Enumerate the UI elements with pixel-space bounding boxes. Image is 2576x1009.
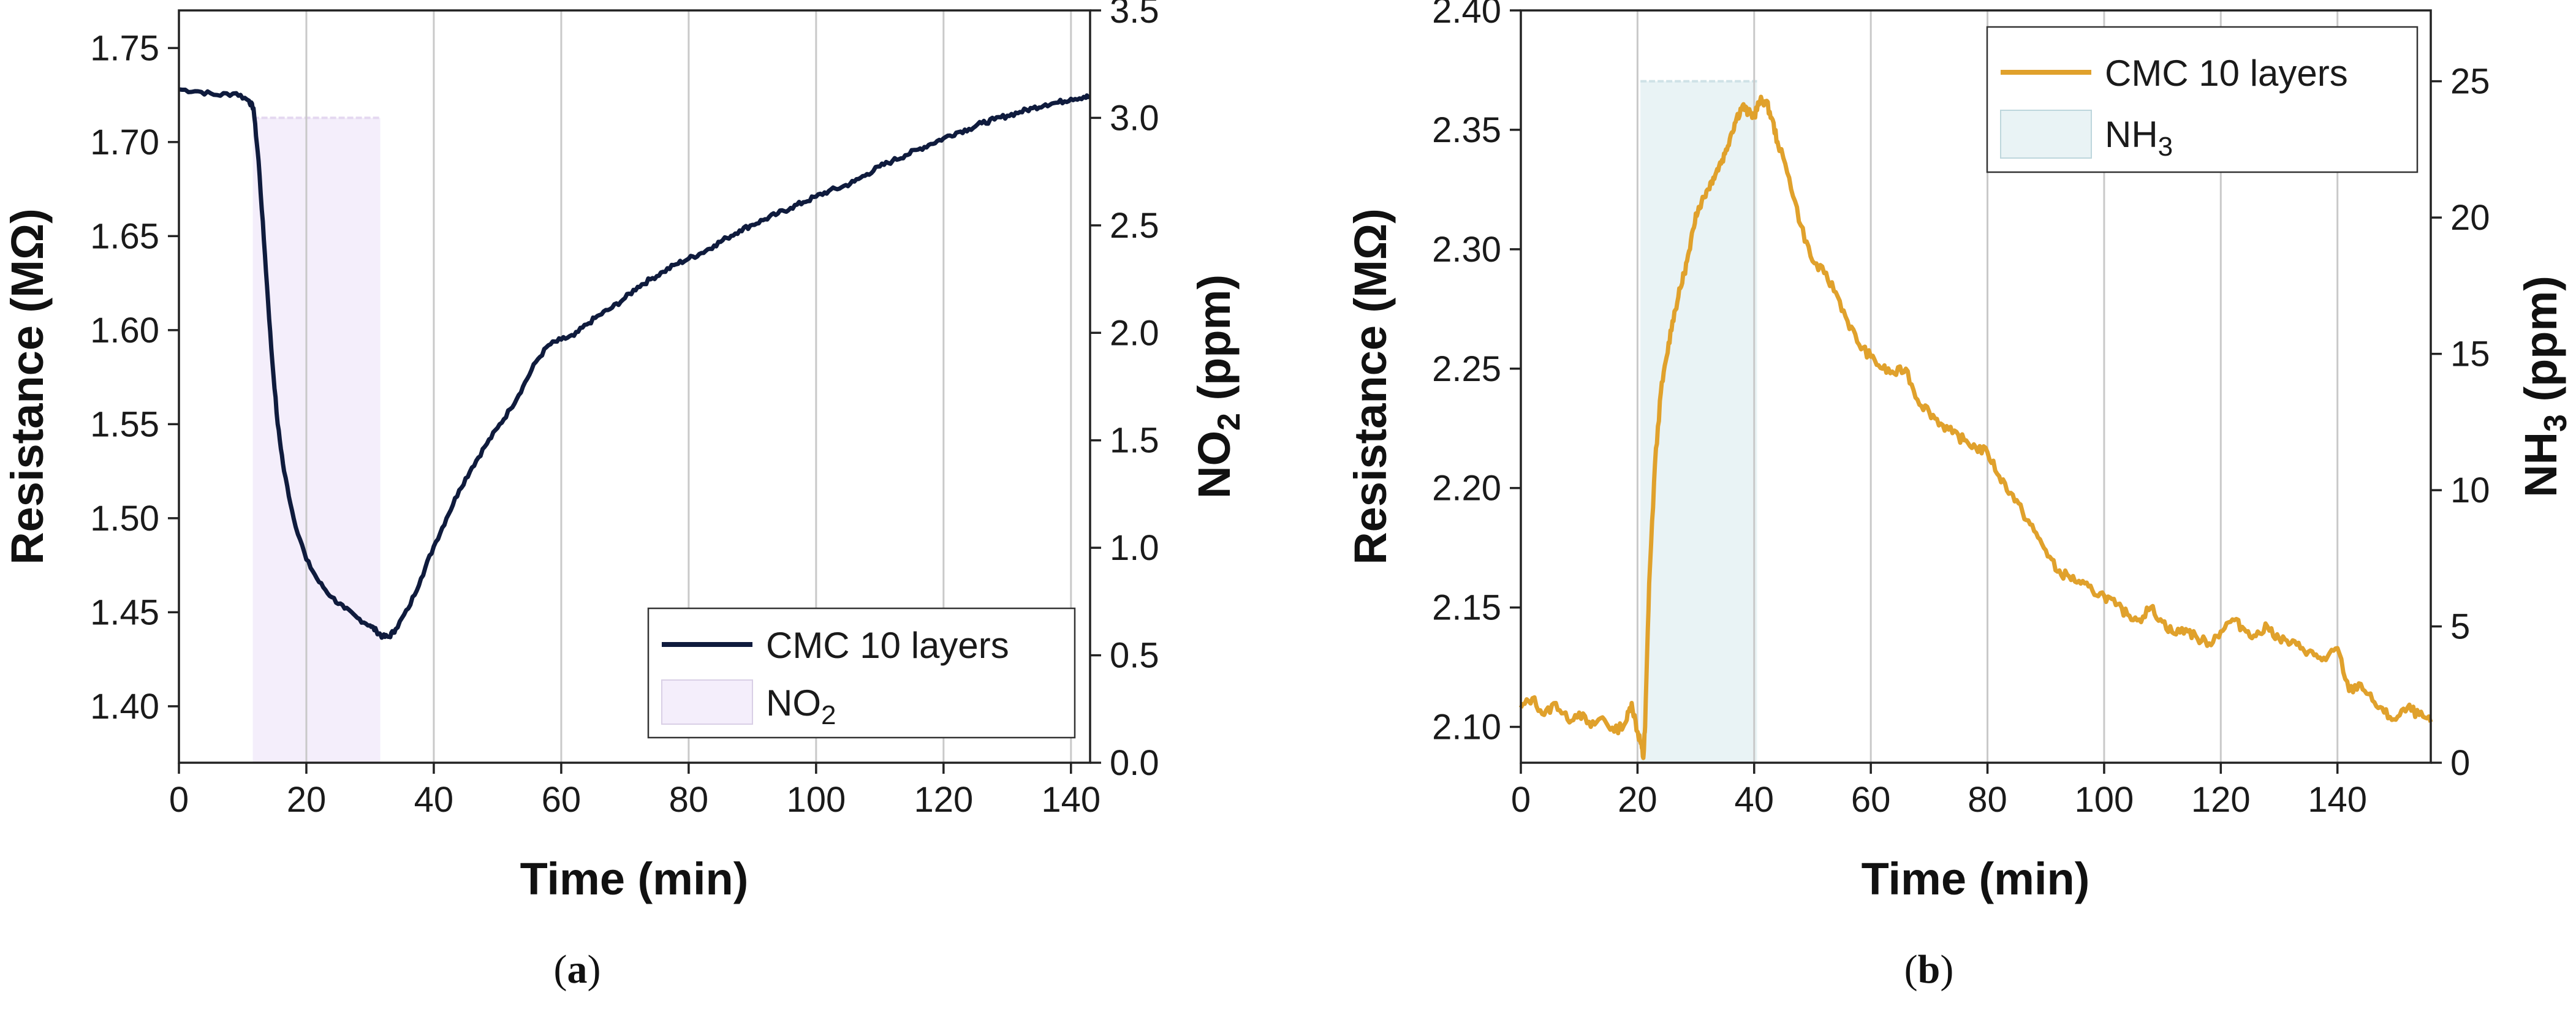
y2-axis-title-main: NO [1189, 431, 1240, 499]
legend-series-label: CMC 10 layers [2105, 53, 2348, 94]
legend-exposure-label: NH3 [2105, 114, 2173, 162]
y-tick-label: 1.70 [90, 123, 159, 162]
y-tick-label: 2.25 [1432, 349, 1501, 389]
x-tick-label: 140 [2308, 780, 2367, 820]
x-tick-label: 120 [914, 780, 973, 820]
y-tick-label: 1.65 [90, 216, 159, 256]
y-tick-label: 1.60 [90, 311, 159, 350]
x-tick-label: 0 [169, 780, 189, 820]
x-axis-ticks: 0 20 40 60 80 100 120 140 [169, 763, 1100, 820]
y2-tick-label: 20 [2450, 198, 2490, 238]
y2-axis-title-main: NH [2515, 432, 2566, 497]
y2-tick-label: 2.0 [1110, 313, 1159, 353]
y-axis-ticks: 1.40 1.45 1.50 1.55 1.60 1.65 1.70 1.75 [90, 28, 179, 727]
y2-tick-label: 0.5 [1110, 636, 1159, 676]
chart-panel-a: 0 20 40 60 80 100 120 140 1.401.451.501.551.601… [2, 0, 1247, 992]
y2-axis-title-tail: (ppm) [1189, 274, 1240, 413]
y-tick-label: 1.75 [90, 28, 159, 68]
legend-exposure-label: NO2 [766, 682, 836, 730]
x-tick-label: 80 [1968, 780, 2007, 820]
x-tick-label: 40 [414, 780, 454, 820]
y2-axis-ticks: 0.0 0.5 1.0 1.5 2.0 2.5 3.0 3.5 [1090, 0, 1159, 783]
x-tick-label: 120 [2191, 780, 2251, 820]
legend-exposure-swatch [661, 679, 753, 725]
y-tick-label: 1.50 [90, 499, 159, 539]
resistance-line [1518, 94, 2433, 760]
x-axis-title: Time (min) [1862, 853, 2090, 904]
x-axis-ticks: 0 20 40 60 80 100 120 140 [1511, 763, 2367, 820]
y2-axis-title-tail: (ppm) [2515, 276, 2566, 414]
legend: CMC 10 layers NO2 [647, 607, 1076, 739]
y-tick-label: 2.40 [1432, 0, 1501, 31]
y-tick-label: 1.55 [90, 404, 159, 444]
y-axis-title: Resistance (MΩ) [2, 208, 53, 565]
y2-tick-label: 1.5 [1110, 421, 1159, 461]
plot-frame [1520, 9, 2432, 764]
x-tick-label: 20 [287, 780, 327, 820]
y-tick-label: 2.20 [1432, 469, 1501, 508]
chart-panel-b: 0 20 40 60 80 100 120 140 2.102.152.202.252.302… [1345, 0, 2574, 992]
x-tick-label: 20 [1618, 780, 1657, 820]
y-tick-label: 2.10 [1432, 708, 1501, 747]
plot-frame [178, 9, 1091, 764]
no2-exposure-band [252, 118, 381, 763]
x-tick-label: 80 [669, 780, 709, 820]
panel-caption-a: (a) [554, 947, 601, 992]
y2-tick-label: 0.0 [1110, 743, 1159, 783]
panel-caption-b: (b) [1904, 947, 1954, 992]
x-tick-label: 0 [1511, 780, 1531, 820]
y2-axis-title-sub: 3 [2538, 414, 2574, 432]
y-axis-ticks: 2.10 2.15 2.20 2.25 2.30 2.35 2.40 [1432, 0, 1521, 747]
y2-axis-title: NO2 (ppm) [1189, 274, 1247, 499]
y2-tick-label: 25 [2450, 62, 2490, 102]
y-tick-label: 2.30 [1432, 230, 1501, 270]
legend-series-label: CMC 10 layers [766, 625, 1009, 666]
y-tick-label: 2.35 [1432, 110, 1501, 150]
x-axis-title: Time (min) [520, 853, 749, 904]
y-tick-label: 2.15 [1432, 588, 1501, 628]
y2-tick-label: 3.0 [1110, 98, 1159, 138]
y2-tick-label: 0 [2450, 743, 2470, 783]
y2-tick-label: 5 [2450, 607, 2470, 647]
y2-axis-ticks: 0 5 10 15 20 25 [2431, 62, 2490, 783]
x-tick-label: 60 [1851, 780, 1891, 820]
resistance-line [178, 87, 1091, 640]
y-tick-label: 1.40 [90, 687, 159, 727]
y2-tick-label: 2.5 [1110, 206, 1159, 246]
legend-exposure-swatch [2000, 110, 2092, 159]
y2-tick-label: 10 [2450, 470, 2490, 510]
y-axis-title: Resistance (MΩ) [1345, 208, 1396, 565]
y2-tick-label: 1.0 [1110, 528, 1159, 568]
x-tick-label: 100 [786, 780, 846, 820]
y2-axis-title-sub: 2 [1211, 413, 1247, 431]
y2-axis-title: NH3 (ppm) [2515, 276, 2574, 497]
y2-tick-label: 3.5 [1110, 0, 1159, 31]
legend: CMC 10 layers NH3 [1986, 26, 2419, 173]
x-tick-label: 40 [1735, 780, 1775, 820]
y2-tick-label: 15 [2450, 334, 2490, 374]
legend-box [647, 607, 1076, 739]
x-tick-label: 140 [1041, 780, 1100, 820]
x-tick-label: 100 [2075, 780, 2134, 820]
y-tick-label: 1.45 [90, 592, 159, 632]
x-tick-label: 60 [542, 780, 581, 820]
